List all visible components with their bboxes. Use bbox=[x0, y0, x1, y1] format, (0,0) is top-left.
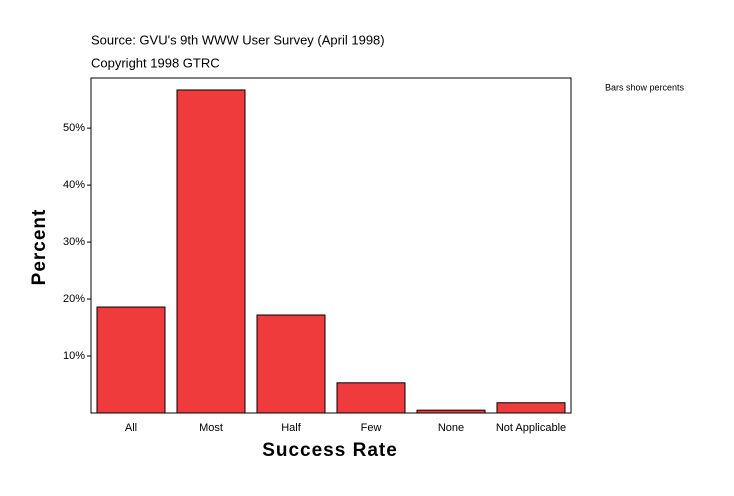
x-tick-label: Most bbox=[199, 422, 223, 434]
y-tick-label: 10% bbox=[63, 350, 85, 362]
copyright: Copyright 1998 GTRC bbox=[91, 55, 220, 70]
x-tick-label: Half bbox=[281, 422, 302, 434]
x-tick-label: Few bbox=[361, 422, 382, 434]
source: Source: GVU's 9th WWW User Survey (April… bbox=[91, 32, 385, 47]
plot-area bbox=[90, 77, 572, 414]
bar bbox=[176, 89, 246, 414]
y-tick-label: 20% bbox=[63, 293, 85, 305]
y-tick-label: 50% bbox=[63, 122, 85, 134]
bar bbox=[416, 409, 486, 414]
x-tick-label: All bbox=[125, 422, 137, 434]
y-tick-label: 40% bbox=[63, 179, 85, 191]
y-tick-label: 30% bbox=[63, 236, 85, 248]
bar bbox=[496, 402, 566, 414]
bar bbox=[336, 382, 406, 414]
bar bbox=[96, 306, 166, 414]
x-axis-title: Success Rate bbox=[262, 440, 398, 461]
bar bbox=[256, 314, 326, 414]
y-axis-title: Percent bbox=[29, 209, 50, 286]
x-tick-label: Not Applicable bbox=[496, 422, 566, 434]
x-tick-label: None bbox=[438, 422, 464, 434]
note: Bars show percents bbox=[605, 82, 685, 92]
